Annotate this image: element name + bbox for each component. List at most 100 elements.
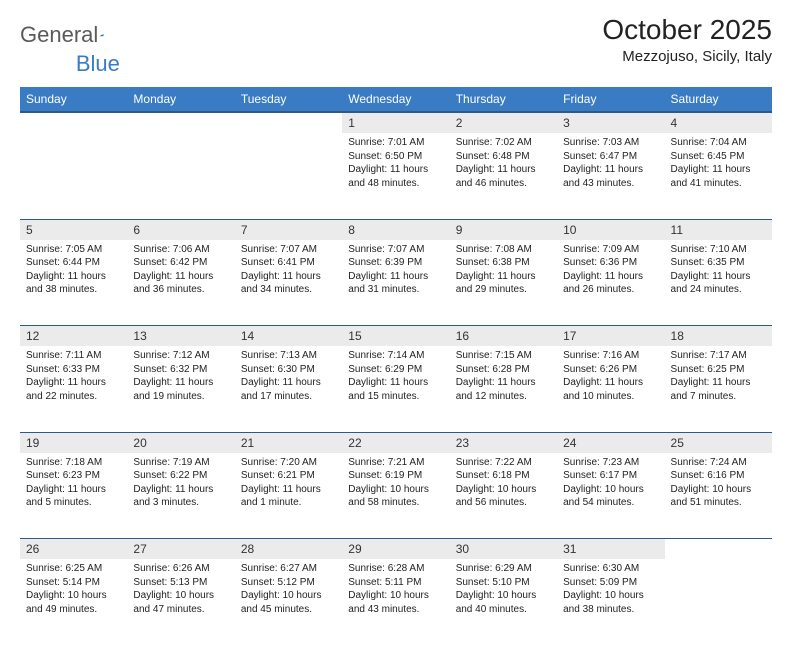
day-number-row: 1234 — [20, 112, 772, 133]
day-details: Sunrise: 7:06 AMSunset: 6:42 PMDaylight:… — [127, 240, 234, 303]
day-number-cell: 5 — [20, 219, 127, 240]
day-details: Sunrise: 7:24 AMSunset: 6:16 PMDaylight:… — [665, 453, 772, 516]
day-cell: Sunrise: 7:15 AMSunset: 6:28 PMDaylight:… — [450, 346, 557, 432]
calendar-table: SundayMondayTuesdayWednesdayThursdayFrid… — [20, 87, 772, 645]
day-number-cell: 23 — [450, 432, 557, 453]
day-number-cell: 10 — [557, 219, 664, 240]
logo-text-1: General — [20, 22, 98, 48]
day-cell: Sunrise: 7:01 AMSunset: 6:50 PMDaylight:… — [342, 133, 449, 219]
logo-text-2: Blue — [76, 51, 120, 77]
day-number-cell: 29 — [342, 539, 449, 560]
day-cell: Sunrise: 6:28 AMSunset: 5:11 PMDaylight:… — [342, 559, 449, 645]
day-number-cell: 24 — [557, 432, 664, 453]
day-number-cell: 4 — [665, 112, 772, 133]
day-details: Sunrise: 7:11 AMSunset: 6:33 PMDaylight:… — [20, 346, 127, 409]
day-number-cell: 16 — [450, 326, 557, 347]
weekday-header: Thursday — [450, 87, 557, 112]
day-cell: Sunrise: 7:10 AMSunset: 6:35 PMDaylight:… — [665, 240, 772, 326]
day-cell: Sunrise: 6:26 AMSunset: 5:13 PMDaylight:… — [127, 559, 234, 645]
day-number-cell: 22 — [342, 432, 449, 453]
day-number-cell: 6 — [127, 219, 234, 240]
day-number-cell: 3 — [557, 112, 664, 133]
day-cell — [235, 133, 342, 219]
day-details: Sunrise: 7:16 AMSunset: 6:26 PMDaylight:… — [557, 346, 664, 409]
day-cell — [665, 559, 772, 645]
day-cell: Sunrise: 7:02 AMSunset: 6:48 PMDaylight:… — [450, 133, 557, 219]
day-cell: Sunrise: 7:05 AMSunset: 6:44 PMDaylight:… — [20, 240, 127, 326]
day-details: Sunrise: 6:26 AMSunset: 5:13 PMDaylight:… — [127, 559, 234, 622]
day-number-row: 567891011 — [20, 219, 772, 240]
day-number-cell — [127, 112, 234, 133]
day-details: Sunrise: 6:30 AMSunset: 5:09 PMDaylight:… — [557, 559, 664, 622]
weekday-header: Sunday — [20, 87, 127, 112]
day-cell: Sunrise: 7:07 AMSunset: 6:39 PMDaylight:… — [342, 240, 449, 326]
day-cell: Sunrise: 7:04 AMSunset: 6:45 PMDaylight:… — [665, 133, 772, 219]
day-details: Sunrise: 7:22 AMSunset: 6:18 PMDaylight:… — [450, 453, 557, 516]
day-details: Sunrise: 6:29 AMSunset: 5:10 PMDaylight:… — [450, 559, 557, 622]
day-cell — [20, 133, 127, 219]
day-cell — [127, 133, 234, 219]
day-details: Sunrise: 7:08 AMSunset: 6:38 PMDaylight:… — [450, 240, 557, 303]
day-number-cell: 9 — [450, 219, 557, 240]
weekday-header: Wednesday — [342, 87, 449, 112]
day-details: Sunrise: 7:10 AMSunset: 6:35 PMDaylight:… — [665, 240, 772, 303]
day-details: Sunrise: 7:09 AMSunset: 6:36 PMDaylight:… — [557, 240, 664, 303]
day-number-cell: 26 — [20, 539, 127, 560]
logo: General — [20, 14, 124, 48]
day-details: Sunrise: 6:28 AMSunset: 5:11 PMDaylight:… — [342, 559, 449, 622]
day-number-row: 19202122232425 — [20, 432, 772, 453]
day-cell: Sunrise: 7:20 AMSunset: 6:21 PMDaylight:… — [235, 453, 342, 539]
day-number-cell: 15 — [342, 326, 449, 347]
day-number-cell: 19 — [20, 432, 127, 453]
month-title: October 2025 — [602, 14, 772, 46]
day-content-row: Sunrise: 7:18 AMSunset: 6:23 PMDaylight:… — [20, 453, 772, 539]
day-cell: Sunrise: 7:12 AMSunset: 6:32 PMDaylight:… — [127, 346, 234, 432]
day-cell: Sunrise: 7:22 AMSunset: 6:18 PMDaylight:… — [450, 453, 557, 539]
day-cell: Sunrise: 7:06 AMSunset: 6:42 PMDaylight:… — [127, 240, 234, 326]
day-details: Sunrise: 6:25 AMSunset: 5:14 PMDaylight:… — [20, 559, 127, 622]
day-cell: Sunrise: 7:03 AMSunset: 6:47 PMDaylight:… — [557, 133, 664, 219]
day-content-row: Sunrise: 7:11 AMSunset: 6:33 PMDaylight:… — [20, 346, 772, 432]
weekday-header: Monday — [127, 87, 234, 112]
day-details: Sunrise: 7:21 AMSunset: 6:19 PMDaylight:… — [342, 453, 449, 516]
day-number-row: 262728293031 — [20, 539, 772, 560]
day-cell: Sunrise: 6:25 AMSunset: 5:14 PMDaylight:… — [20, 559, 127, 645]
day-number-cell — [20, 112, 127, 133]
day-details: Sunrise: 6:27 AMSunset: 5:12 PMDaylight:… — [235, 559, 342, 622]
day-number-cell: 20 — [127, 432, 234, 453]
day-details: Sunrise: 7:07 AMSunset: 6:41 PMDaylight:… — [235, 240, 342, 303]
logo-triangle-icon — [100, 26, 104, 44]
title-block: October 2025 Mezzojuso, Sicily, Italy — [602, 14, 772, 65]
day-cell: Sunrise: 7:16 AMSunset: 6:26 PMDaylight:… — [557, 346, 664, 432]
day-details: Sunrise: 7:14 AMSunset: 6:29 PMDaylight:… — [342, 346, 449, 409]
day-number-cell: 27 — [127, 539, 234, 560]
day-number-cell: 28 — [235, 539, 342, 560]
day-cell: Sunrise: 7:14 AMSunset: 6:29 PMDaylight:… — [342, 346, 449, 432]
day-number-cell: 7 — [235, 219, 342, 240]
weekday-header: Saturday — [665, 87, 772, 112]
day-number-cell: 14 — [235, 326, 342, 347]
day-details: Sunrise: 7:13 AMSunset: 6:30 PMDaylight:… — [235, 346, 342, 409]
day-number-cell: 31 — [557, 539, 664, 560]
day-cell: Sunrise: 6:27 AMSunset: 5:12 PMDaylight:… — [235, 559, 342, 645]
day-details: Sunrise: 7:01 AMSunset: 6:50 PMDaylight:… — [342, 133, 449, 196]
day-number-row: 12131415161718 — [20, 326, 772, 347]
weekday-header: Tuesday — [235, 87, 342, 112]
day-cell: Sunrise: 7:19 AMSunset: 6:22 PMDaylight:… — [127, 453, 234, 539]
day-cell: Sunrise: 7:23 AMSunset: 6:17 PMDaylight:… — [557, 453, 664, 539]
day-details: Sunrise: 7:19 AMSunset: 6:22 PMDaylight:… — [127, 453, 234, 516]
day-cell: Sunrise: 7:11 AMSunset: 6:33 PMDaylight:… — [20, 346, 127, 432]
day-details: Sunrise: 7:05 AMSunset: 6:44 PMDaylight:… — [20, 240, 127, 303]
day-cell: Sunrise: 7:21 AMSunset: 6:19 PMDaylight:… — [342, 453, 449, 539]
day-number-cell: 21 — [235, 432, 342, 453]
day-content-row: Sunrise: 6:25 AMSunset: 5:14 PMDaylight:… — [20, 559, 772, 645]
weekday-header: Friday — [557, 87, 664, 112]
day-cell: Sunrise: 7:24 AMSunset: 6:16 PMDaylight:… — [665, 453, 772, 539]
day-details: Sunrise: 7:15 AMSunset: 6:28 PMDaylight:… — [450, 346, 557, 409]
day-details: Sunrise: 7:07 AMSunset: 6:39 PMDaylight:… — [342, 240, 449, 303]
day-number-cell: 8 — [342, 219, 449, 240]
day-number-cell: 25 — [665, 432, 772, 453]
day-content-row: Sunrise: 7:05 AMSunset: 6:44 PMDaylight:… — [20, 240, 772, 326]
day-details: Sunrise: 7:20 AMSunset: 6:21 PMDaylight:… — [235, 453, 342, 516]
day-cell: Sunrise: 7:08 AMSunset: 6:38 PMDaylight:… — [450, 240, 557, 326]
